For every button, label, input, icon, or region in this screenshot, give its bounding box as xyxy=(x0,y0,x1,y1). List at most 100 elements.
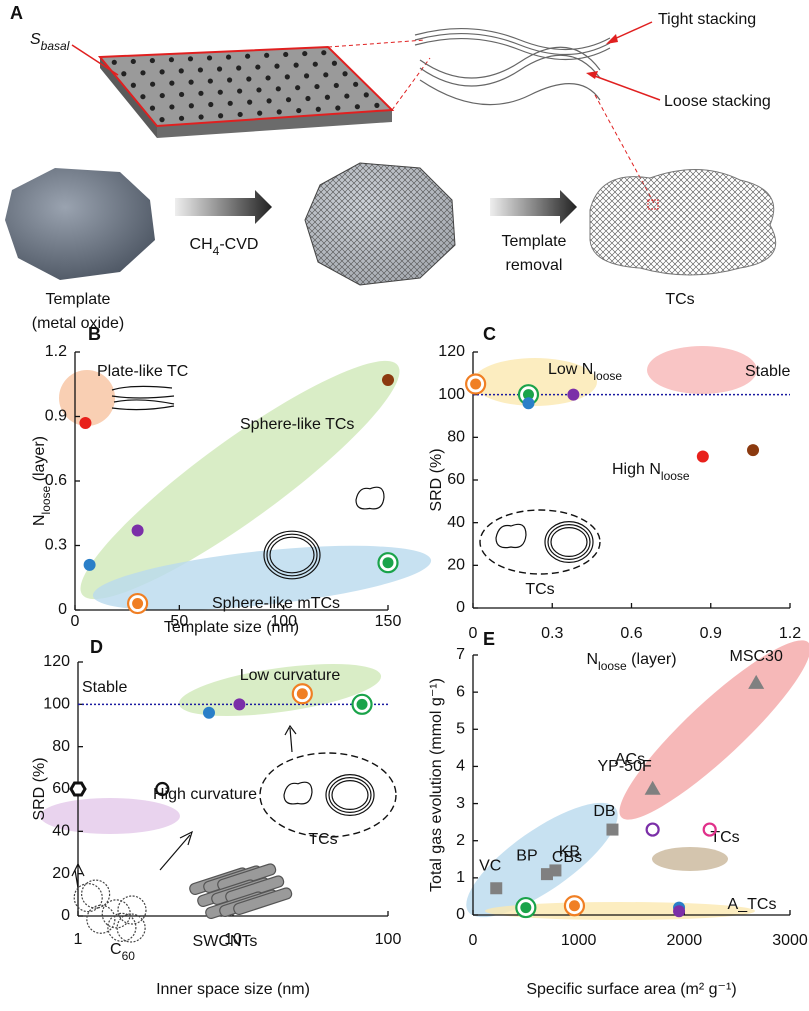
pointer-head xyxy=(606,34,618,44)
lattice-atom xyxy=(246,76,252,82)
annotation-main: Plate-like TC xyxy=(97,363,188,380)
arrow xyxy=(159,830,193,871)
annotation-main: Low N xyxy=(548,361,593,378)
x-tick-label: 0.9 xyxy=(700,625,722,642)
point-label: VC xyxy=(479,857,501,874)
cvd-label: CH4-CVD xyxy=(190,236,259,258)
lattice-atom xyxy=(265,75,271,81)
lattice-atom xyxy=(302,50,308,57)
marker xyxy=(567,388,580,401)
lattice-atom xyxy=(130,58,136,65)
data-point xyxy=(645,822,660,837)
annotation-main: ACs xyxy=(615,751,645,768)
tight-label: Tight stacking xyxy=(658,11,756,28)
y-tick-label: 40 xyxy=(52,823,70,840)
y-tick-label: 0 xyxy=(61,907,70,924)
marker xyxy=(356,698,368,710)
template-label: (metal oxide) xyxy=(32,315,124,332)
lattice-atom xyxy=(331,60,338,66)
region xyxy=(652,847,728,871)
annotation: High curvature xyxy=(153,786,257,803)
lattice-atom xyxy=(257,110,263,116)
annotation: TCs xyxy=(710,829,739,846)
lattice-atom xyxy=(305,95,311,102)
lattice-atom xyxy=(207,78,213,84)
lattice-atom xyxy=(149,105,156,111)
region xyxy=(178,663,382,717)
y-tick-label: 1.2 xyxy=(45,343,67,360)
y-tick-label: 0 xyxy=(456,599,465,616)
point-label: KB xyxy=(559,844,580,861)
loose-label: Loose stacking xyxy=(664,93,771,110)
marker xyxy=(606,823,619,836)
c60-icon xyxy=(73,883,103,913)
panel-label: B xyxy=(88,324,101,344)
region xyxy=(479,509,601,575)
marker xyxy=(673,905,686,918)
data-point xyxy=(131,524,144,537)
lattice-atom xyxy=(169,80,175,86)
data-point xyxy=(83,558,96,571)
data-point xyxy=(490,882,503,895)
annotation: A_TCs xyxy=(728,896,777,913)
y-tick-label: 0 xyxy=(456,906,465,923)
data-point xyxy=(202,706,215,719)
arrow xyxy=(71,862,85,889)
data-point xyxy=(377,552,399,574)
data-point xyxy=(351,693,373,715)
marker xyxy=(748,674,765,689)
data-point xyxy=(748,674,765,689)
annotation: TCs xyxy=(308,831,337,848)
annotation-main: TCs xyxy=(525,581,554,598)
lattice-atom xyxy=(197,67,204,73)
region xyxy=(80,360,400,600)
arrow xyxy=(284,724,297,753)
data-point xyxy=(291,683,313,705)
annotation: SWCNTs xyxy=(193,933,258,950)
removal-label: Template xyxy=(502,233,567,250)
region xyxy=(59,370,115,426)
x-axis-title-sub: loose xyxy=(598,659,627,673)
marker xyxy=(520,902,532,914)
annotation: High Nloose xyxy=(612,461,690,483)
marker xyxy=(155,781,170,797)
y-tick-label: 4 xyxy=(456,758,465,775)
x-axis-title: Template size (nm) xyxy=(164,619,299,636)
shape-icon xyxy=(544,520,594,563)
y-axis-title: Nloose (layer) xyxy=(31,436,53,526)
data-point xyxy=(563,895,586,917)
lattice-atom xyxy=(150,81,156,87)
y-tick-label: 100 xyxy=(43,696,70,713)
pointer xyxy=(611,21,653,41)
lattice-atom xyxy=(217,89,223,95)
panel-label: C xyxy=(483,324,496,344)
y-tick-label: 0.3 xyxy=(45,537,67,554)
lattice-atom xyxy=(206,55,213,61)
x-tick-label: 0.3 xyxy=(541,625,563,642)
lattice-atom xyxy=(284,74,290,80)
lattice-atom xyxy=(218,113,224,119)
panel-label: A xyxy=(10,3,23,23)
x-tick-label: 100 xyxy=(270,613,297,630)
y-tick-label: 2 xyxy=(456,832,465,849)
lattice-atom xyxy=(293,62,299,68)
pointer-head xyxy=(586,71,598,79)
annotation-main: A_TCs xyxy=(728,896,777,913)
y-tick-label: 100 xyxy=(438,386,465,403)
marker xyxy=(233,698,246,711)
lattice-atom xyxy=(315,106,321,112)
y-tick-label: 0.6 xyxy=(45,472,67,489)
lattice-atom xyxy=(121,71,127,77)
y-tick-label: 6 xyxy=(456,683,465,700)
lattice-atom xyxy=(247,99,253,105)
lattice-atom xyxy=(149,57,155,64)
shape-icon xyxy=(547,523,591,560)
y-tick-label: 0 xyxy=(58,601,67,618)
lattice-atom xyxy=(216,66,223,72)
marker xyxy=(132,598,144,610)
lattice-atom xyxy=(227,100,233,106)
c60-icon xyxy=(81,879,111,909)
annotation-main: Low curvature xyxy=(240,667,341,684)
lattice-atom xyxy=(283,51,289,58)
